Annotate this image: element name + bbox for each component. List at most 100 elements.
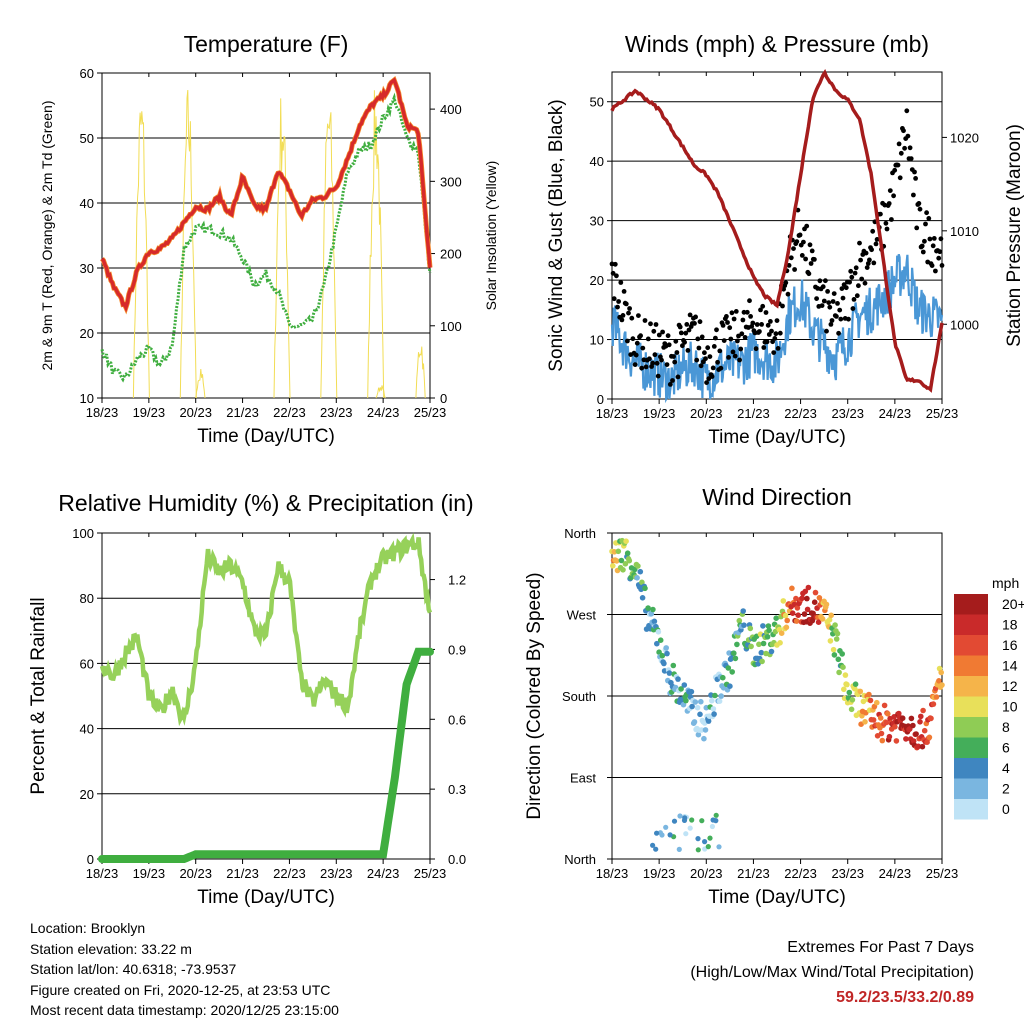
legend-label: 16 [1002,637,1018,653]
gust-point [630,336,636,342]
gust-point [621,289,627,294]
y2-tick-label: 0.9 [448,642,466,657]
gust-point [775,346,781,351]
gust-point [850,306,856,311]
legend-label: 18 [1002,617,1018,633]
direction-point [713,818,719,824]
y-tick-label: North [564,526,596,541]
direction-point [740,608,746,614]
gust-point [912,169,917,175]
gust-point [742,335,748,340]
direction-point [613,558,620,564]
gust-point [854,293,860,299]
direction-point [919,743,926,750]
gust-point [759,322,764,327]
direction-point [705,844,711,850]
y-tick-label: 40 [590,154,604,169]
gust-point [774,318,780,323]
direction-point [789,610,796,616]
gust-point [831,291,837,296]
y-tick-label: 60 [80,66,94,81]
legend-label: 0 [1002,801,1010,817]
gust-point [614,273,619,279]
direction-point [654,830,660,836]
direction-point [848,706,855,713]
gust-point [711,344,717,349]
gust-point [874,237,880,242]
direction-point [859,713,865,719]
direction-point [639,595,646,601]
gust-point [907,145,913,151]
direction-point [881,702,888,709]
direction-point [634,575,640,581]
direction-point [939,682,945,688]
direction-point [819,616,826,622]
direction-point [657,637,664,643]
gust-point [730,349,736,355]
direction-point [626,557,633,564]
direction-point [782,612,789,619]
gust-point [933,268,938,274]
x-tick-label: 18/23 [596,866,629,881]
x-tick-label: 20/23 [690,866,723,881]
gust-point [640,345,646,351]
direction-point [676,846,682,853]
direction-point [736,617,743,624]
direction-point [789,585,795,592]
gust-point [651,328,657,334]
x-tick-label: 21/23 [226,405,259,420]
gust-point [709,374,715,379]
legend-label: 2 [1002,781,1010,797]
gust-point [865,261,871,266]
gust-point [655,373,661,379]
direction-point [709,697,715,704]
y2-tick-label: 400 [440,102,462,117]
gust-point [610,270,616,276]
gust-point [625,338,630,344]
direction-point [835,656,842,663]
gust-point [648,321,653,327]
y-axis-label: Direction (Colored By Speed) [524,572,545,819]
gust-point [859,276,865,282]
direction-point [842,672,849,678]
gust-point [664,362,670,367]
x-axis-label: Time (Day/UTC) [708,887,846,908]
direction-point [622,561,629,567]
gust-point [615,304,620,310]
direction-point [639,579,645,586]
y-tick-label: 20 [590,273,604,288]
direction-point [765,623,772,629]
gust-point [837,307,843,313]
gust-point [766,332,772,337]
gust-point [780,303,785,309]
gust-point [623,301,629,307]
gust-point [902,145,907,151]
legend-swatch [954,655,988,676]
pressure-series [610,69,944,393]
direction-point [784,617,790,624]
direction-point [920,707,926,714]
direction-point [760,623,766,629]
gust-point [715,359,720,365]
direction-point [615,548,622,555]
direction-point [936,678,942,684]
direction-point [878,730,885,737]
gust-point [697,319,703,325]
y2-tick-label: 0.6 [448,712,466,727]
direction-point [683,697,689,704]
direction-point [839,651,845,657]
gust-point [713,335,718,341]
gust-point [694,357,700,363]
gust-point [721,338,727,343]
gust-point [786,263,792,268]
y-tick-label: East [570,771,596,786]
direction-point [716,844,722,850]
x-tick-label: 19/23 [133,866,166,881]
gust-point [851,297,857,302]
x-axis-label: Time (Day/UTC) [197,426,335,447]
legend-swatch [954,594,988,615]
location-text: Location: Brooklyn [30,920,146,936]
gust-point [883,220,889,226]
direction-point [681,817,688,824]
gust-point [695,336,701,342]
